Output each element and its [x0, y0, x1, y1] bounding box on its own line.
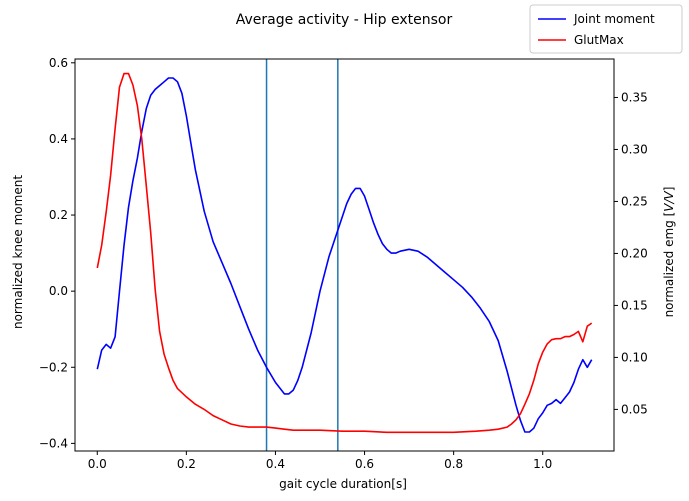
- x-tick-label: 0.0: [88, 457, 107, 471]
- x-tick-label: 1.0: [533, 457, 552, 471]
- legend: Joint moment GlutMax: [529, 4, 683, 54]
- y-left-axis-label: normalized knee moment: [11, 175, 25, 329]
- axis-ticks: 0.0 0.2 0.4 0.6 0.8 1.0 −0.4 −0.2 0.0 0.2 0.4 0.6 0.…: [39, 56, 648, 471]
- legend-label: GlutMax: [574, 33, 624, 47]
- y-left-tick-label: 0.0: [49, 284, 68, 298]
- legend-label: Joint moment: [573, 12, 655, 26]
- x-axis-label: gait cycle duration[s]: [279, 477, 407, 491]
- x-tick-label: 0.8: [444, 457, 463, 471]
- y-right-tick-label: 0.05: [621, 402, 648, 416]
- y-right-tick-label: 0.15: [621, 298, 648, 312]
- x-tick-label: 0.2: [177, 457, 196, 471]
- y-right-tick-label: 0.20: [621, 246, 648, 260]
- x-tick-label: 0.6: [355, 457, 374, 471]
- x-tick-label: 0.4: [266, 457, 285, 471]
- y-left-tick-label: 0.4: [49, 132, 68, 146]
- y-right-tick-label: 0.10: [621, 350, 648, 364]
- y-right-tick-label: 0.25: [621, 194, 648, 208]
- plot-area: [74, 58, 615, 452]
- y-right-tick-label: 0.35: [621, 90, 648, 104]
- y-right-axis-label: normalized emg [V/V]: [662, 187, 676, 318]
- series-line-glutmax: [96, 72, 593, 434]
- y-left-tick-label: 0.2: [49, 208, 68, 222]
- y-left-tick-label: −0.4: [39, 436, 68, 450]
- legend-box: [529, 4, 683, 54]
- plot-frame: [74, 58, 615, 452]
- y-right-tick-label: 0.30: [621, 142, 648, 156]
- series-line-joint-moment: [96, 77, 593, 433]
- y-left-tick-label: 0.6: [49, 56, 68, 70]
- y-left-tick-label: −0.2: [39, 360, 68, 374]
- chart-title: Average activity - Hip extensor: [236, 12, 453, 28]
